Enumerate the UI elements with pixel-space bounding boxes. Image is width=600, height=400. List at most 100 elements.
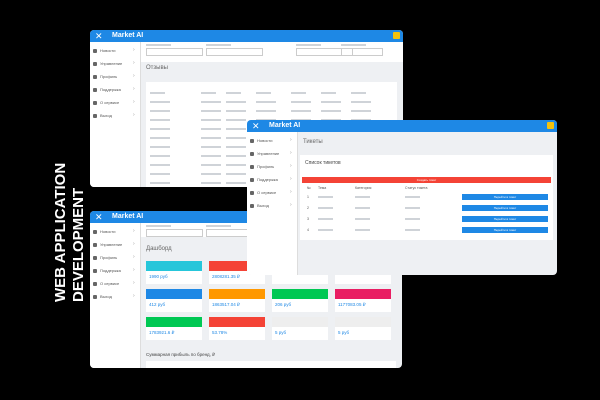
menu-icon — [93, 256, 97, 260]
placeholder-text — [201, 119, 221, 121]
avatar[interactable] — [393, 32, 400, 39]
menu-item[interactable]: Выход › — [90, 112, 140, 121]
placeholder-text — [150, 182, 170, 184]
menu-label: Новости — [100, 48, 116, 53]
menu-icon — [93, 88, 97, 92]
placeholder-text — [206, 225, 231, 227]
placeholder-text — [321, 92, 336, 94]
stat-card: 5 руб — [272, 317, 328, 340]
chevron: › — [290, 137, 292, 143]
menu-icon — [93, 49, 97, 53]
menu-item[interactable]: Управление › — [90, 241, 140, 250]
menu-item[interactable]: О сервисе › — [90, 280, 140, 289]
chevron: › — [133, 280, 135, 286]
card-header — [335, 289, 391, 299]
placeholder-text — [146, 44, 171, 46]
card-value: 2808281.35 ₽ — [212, 274, 240, 279]
chevron: › — [290, 189, 292, 195]
menu-icon — [93, 62, 97, 66]
placeholder-text — [226, 119, 246, 121]
menu-label: Новости — [100, 229, 116, 234]
placeholder-text — [150, 110, 170, 112]
row-number: 1 — [307, 195, 309, 199]
placeholder-text — [226, 110, 246, 112]
card-header — [209, 317, 265, 327]
input[interactable] — [341, 48, 383, 56]
ticket-button[interactable]: Перейти в тикет — [462, 216, 548, 222]
chevron: › — [133, 112, 135, 118]
chevron: › — [133, 254, 135, 260]
row-number: 4 — [307, 228, 309, 232]
close-icon[interactable]: ✕ — [252, 121, 260, 131]
side-label: WEB APPLICATION DEVELOPMENT — [52, 162, 87, 302]
create-button[interactable]: Создать тикет — [302, 177, 551, 183]
menu-item[interactable]: Выход › — [90, 293, 140, 302]
avatar[interactable] — [547, 122, 554, 129]
input[interactable] — [206, 48, 263, 56]
menu-label: Выход — [100, 294, 112, 299]
card-header — [209, 289, 265, 299]
placeholder-text — [201, 164, 221, 166]
placeholder-text — [226, 146, 246, 148]
menu-label: Выход — [100, 113, 112, 118]
menu-item[interactable]: Профиль › — [247, 163, 297, 172]
stat-card: 1863517.04 ₽ — [209, 289, 265, 312]
menu-label: Управление — [257, 151, 280, 156]
input[interactable] — [146, 48, 203, 56]
header: ✕ Market AI — [90, 30, 403, 42]
placeholder-text — [150, 101, 170, 103]
placeholder-text — [150, 137, 170, 139]
menu-item[interactable]: Профиль › — [90, 73, 140, 82]
header: ✕ Market AI — [247, 120, 557, 132]
menu-item[interactable]: Новости › — [90, 228, 140, 237]
placeholder-text — [150, 92, 165, 94]
menu-item[interactable]: Поддержка › — [90, 267, 140, 276]
card-value: 412 руб — [149, 302, 166, 307]
card-header — [146, 289, 202, 299]
close-icon[interactable]: ✕ — [95, 31, 103, 41]
menu-item[interactable]: О сервисе › — [247, 189, 297, 198]
placeholder-text — [355, 196, 370, 198]
menu-label: Поддержка — [100, 87, 121, 92]
input[interactable] — [146, 229, 203, 237]
menu-item[interactable]: О сервисе › — [90, 99, 140, 108]
placeholder-text — [405, 207, 420, 209]
placeholder-text — [256, 110, 276, 112]
menu-item[interactable]: Выход › — [247, 202, 297, 211]
chevron: › — [290, 176, 292, 182]
menu-icon — [250, 152, 254, 156]
placeholder-text — [226, 155, 246, 157]
stat-card: 1783921.6 ₽ — [146, 317, 202, 340]
ticket-button[interactable]: Перейти в тикет — [462, 194, 548, 200]
menu-item[interactable]: Новости › — [247, 137, 297, 146]
table-header: Тема — [318, 186, 327, 190]
placeholder-text — [201, 146, 221, 148]
chevron: › — [290, 150, 292, 156]
input[interactable] — [296, 48, 353, 56]
placeholder-text — [201, 128, 221, 130]
chevron: › — [133, 47, 135, 53]
ticket-button[interactable]: Перейти в тикет — [462, 205, 548, 211]
menu-icon — [250, 204, 254, 208]
chevron: › — [133, 267, 135, 273]
menu-item[interactable]: Поддержка › — [90, 86, 140, 95]
placeholder-text — [351, 110, 371, 112]
placeholder-text — [291, 101, 311, 103]
placeholder-text — [201, 110, 221, 112]
placeholder-text — [321, 110, 341, 112]
chart-title: Суммарная прибыль по бренд, ₽ — [146, 352, 216, 357]
ticket-button[interactable]: Перейти в тикет — [462, 227, 548, 233]
menu-label: Управление — [100, 242, 123, 247]
card-header — [209, 261, 265, 271]
close-icon[interactable]: ✕ — [95, 212, 103, 222]
menu-item[interactable]: Управление › — [247, 150, 297, 159]
card-value: 1177083.05 ₽ — [338, 302, 366, 307]
menu-item[interactable]: Поддержка › — [247, 176, 297, 185]
menu-item[interactable]: Управление › — [90, 60, 140, 69]
sidebar: Новости › Управление › Профиль › Поддержка › О с… — [90, 42, 141, 187]
menu-icon — [93, 75, 97, 79]
placeholder-text — [226, 92, 241, 94]
placeholder-text — [150, 119, 170, 121]
menu-item[interactable]: Новости › — [90, 47, 140, 56]
menu-item[interactable]: Профиль › — [90, 254, 140, 263]
